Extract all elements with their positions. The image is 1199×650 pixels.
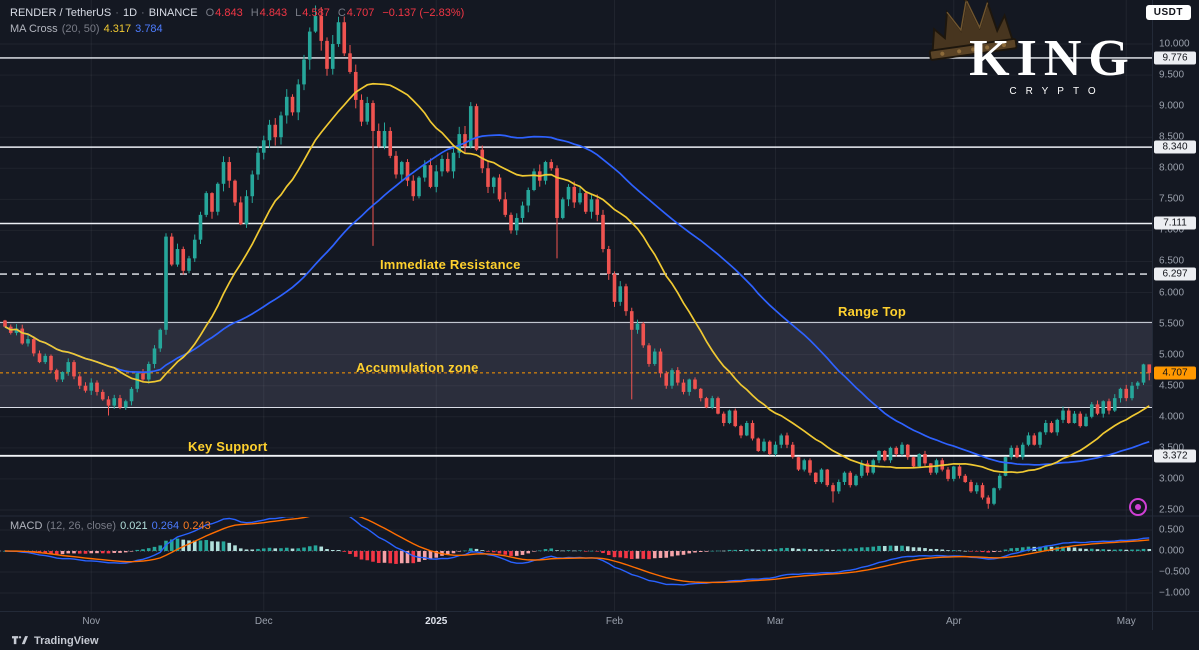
price-tick-label: 9.500 bbox=[1159, 69, 1185, 81]
low-pair: L4.587 bbox=[295, 6, 330, 21]
time-axis-label: May bbox=[1116, 616, 1136, 627]
level-lines-layer[interactable] bbox=[0, 57, 1152, 457]
ma-cross-row: MA Cross (20, 50) 4.317 3.784 bbox=[10, 22, 464, 37]
price-tick-label: 7.000 bbox=[1159, 224, 1185, 236]
level-price-badge: 3.372 bbox=[1154, 449, 1196, 463]
time-axis[interactable]: Nov Dec 2025 Feb Mar Apr May bbox=[0, 612, 1152, 630]
price-tick-label: 6.500 bbox=[1159, 255, 1185, 267]
price-axis[interactable]: 10.000 9.500 9.000 8.500 8.000 7.500 7.000 6.50… bbox=[1153, 0, 1199, 630]
macd-line-value: 0.264 bbox=[151, 520, 180, 532]
macd-tick-label: −1.000 bbox=[1159, 587, 1190, 599]
annotation-accumulation-zone[interactable]: Accumulation zone bbox=[356, 360, 479, 375]
change-value: −0.137 (−2.83%) bbox=[382, 7, 465, 19]
price-tick-label: 4.000 bbox=[1159, 411, 1185, 423]
level-price-badge: 6.297 bbox=[1154, 267, 1196, 281]
close-label: C bbox=[337, 7, 346, 19]
time-axis-label: Dec bbox=[254, 616, 273, 627]
ma50-value: 3.784 bbox=[135, 23, 163, 35]
macd-tick-label: −0.500 bbox=[1159, 566, 1190, 578]
price-tick-label: 7.500 bbox=[1159, 193, 1185, 205]
price-tick-label: 5.500 bbox=[1159, 318, 1185, 330]
ma-cross-label[interactable]: MA Cross bbox=[10, 23, 58, 35]
tradingview-wordmark[interactable]: TradingView bbox=[34, 634, 99, 647]
price-tick-label: 10.000 bbox=[1159, 38, 1190, 50]
separator-dot: · bbox=[115, 7, 119, 19]
high-value: 4.843 bbox=[259, 7, 288, 19]
macd-layer bbox=[0, 517, 1152, 586]
annotation-key-support[interactable]: Key Support bbox=[188, 439, 268, 454]
time-axis-label: Feb bbox=[605, 616, 624, 627]
price-tick-label: 3.500 bbox=[1159, 442, 1185, 454]
annotation-immediate-resistance[interactable]: Immediate Resistance bbox=[380, 257, 521, 272]
bottom-toolbar: TradingView bbox=[0, 630, 1199, 650]
candles-layer bbox=[3, 5, 1152, 509]
macd-legend: MACD (12, 26, close) 0.021 0.264 0.243 bbox=[10, 520, 211, 532]
accumulation-zone-box[interactable] bbox=[0, 322, 1152, 408]
macd-tick-label: 0.000 bbox=[1159, 545, 1185, 557]
time-axis-label: 2025 bbox=[425, 616, 448, 627]
low-label: L bbox=[295, 7, 302, 19]
macd-label[interactable]: MACD bbox=[10, 520, 43, 532]
open-label: O bbox=[205, 7, 215, 19]
time-axis-label: Apr bbox=[945, 616, 962, 627]
close-value: 4.707 bbox=[346, 7, 375, 19]
symbol-row: RENDER / TetherUS · 1D · BINANCE O4.843 … bbox=[10, 6, 464, 21]
price-tick-label: 8.000 bbox=[1159, 162, 1185, 174]
level-price-badge: 8.340 bbox=[1154, 140, 1196, 154]
sma20-line bbox=[4, 82, 1150, 474]
price-tick-label: 8.500 bbox=[1159, 131, 1185, 143]
open-value: 4.843 bbox=[215, 7, 243, 19]
time-axis-label: Nov bbox=[82, 616, 101, 627]
symbol-legend: RENDER / TetherUS · 1D · BINANCE O4.843 … bbox=[10, 6, 464, 37]
last-price-badge[interactable]: 4.707 bbox=[1154, 366, 1196, 380]
price-tick-label: 5.000 bbox=[1159, 349, 1185, 361]
purple-dot bbox=[1135, 504, 1141, 510]
price-tick-label: 4.500 bbox=[1159, 380, 1185, 392]
ma-lines-layer bbox=[4, 82, 1150, 474]
macd-tick-label: 0.500 bbox=[1159, 524, 1185, 536]
macd-params: (12, 26, close) bbox=[46, 520, 117, 532]
low-value: 4.587 bbox=[302, 7, 330, 19]
open-pair: O4.843 bbox=[206, 6, 243, 21]
price-tick-label: 9.000 bbox=[1159, 100, 1185, 112]
macd-signal-line bbox=[4, 517, 1150, 584]
time-axis-label: Mar bbox=[766, 616, 785, 627]
exchange-name[interactable]: BINANCE bbox=[148, 7, 198, 19]
ma20-value: 4.317 bbox=[103, 23, 132, 35]
high-pair: H4.843 bbox=[251, 6, 287, 21]
ma-cross-params: (20, 50) bbox=[61, 23, 100, 35]
annotation-range-top[interactable]: Range Top bbox=[838, 304, 906, 319]
level-price-badge: 7.111 bbox=[1154, 216, 1196, 230]
high-label: H bbox=[250, 7, 259, 19]
symbol-title[interactable]: RENDER / TetherUS bbox=[10, 7, 112, 19]
level-price-badge: 9.776 bbox=[1154, 51, 1196, 65]
sma50-line bbox=[4, 134, 1150, 466]
macd-row: MACD (12, 26, close) 0.021 0.264 0.243 bbox=[10, 520, 211, 532]
close-pair: C4.707 bbox=[338, 6, 374, 21]
price-tick-label: 6.000 bbox=[1159, 287, 1185, 299]
crown-icon bbox=[928, 0, 1018, 61]
macd-hist-value: 0.021 bbox=[120, 520, 148, 532]
macd-signal-value: 0.243 bbox=[183, 520, 211, 532]
price-tick-label: 2.500 bbox=[1159, 504, 1185, 516]
tradingview-icon[interactable] bbox=[12, 635, 28, 646]
interval-value[interactable]: 1D bbox=[122, 7, 138, 19]
separator-dot: · bbox=[141, 7, 145, 19]
price-tick-label: 3.000 bbox=[1159, 473, 1185, 485]
purple-circle-icon[interactable] bbox=[1129, 498, 1147, 516]
quote-currency-badge[interactable]: USDT bbox=[1145, 5, 1191, 20]
